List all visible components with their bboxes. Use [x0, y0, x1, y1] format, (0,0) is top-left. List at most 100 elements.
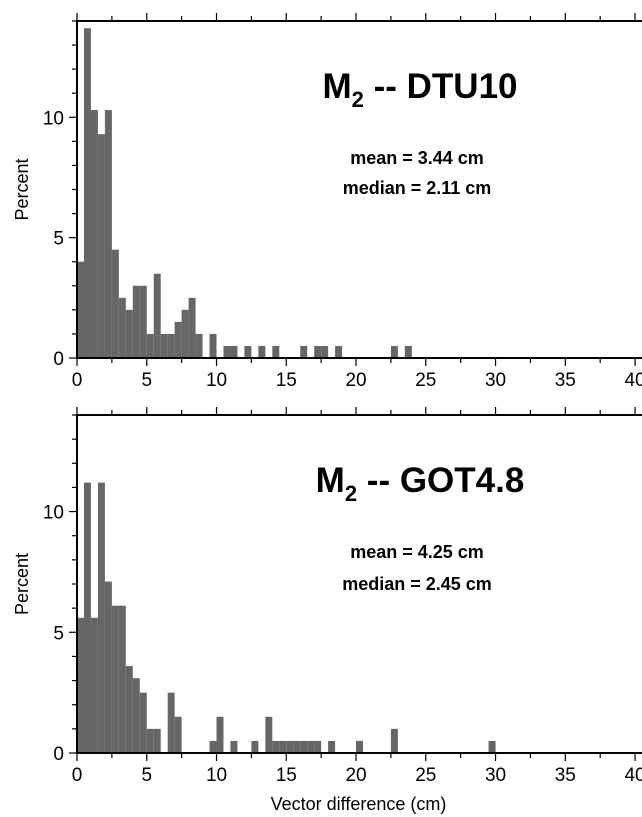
mean-label: mean = 4.25 cm [350, 542, 484, 562]
axis-tick-labels: 0 5 10 15 20 25 30 35 40 0 5 10 [43, 108, 642, 391]
histogram-bar [300, 740, 308, 753]
x-tick-label: 0 [72, 370, 83, 391]
histogram-bar [139, 285, 147, 358]
axis-ticks [69, 13, 636, 366]
y-tick-label: 10 [43, 503, 64, 524]
histogram-bar [488, 740, 496, 753]
histogram-panel-got48: 0 5 10 15 20 25 30 35 40 0 5 10 Percent M2 -- GOT4.… [12, 407, 642, 814]
y-tick-label: 0 [53, 349, 64, 370]
histogram-bar [132, 285, 140, 358]
x-tick-label: 30 [485, 370, 506, 391]
y-axis-title: Percent [12, 553, 32, 615]
histogram-bar [356, 740, 363, 753]
x-tick-label: 35 [555, 765, 576, 786]
histogram-bar [230, 345, 238, 358]
x-tick-label: 25 [415, 765, 436, 786]
histogram-bar [335, 345, 343, 358]
histogram-bar [104, 581, 112, 753]
y-tick-label: 10 [43, 108, 64, 129]
title-subscript: 2 [352, 87, 364, 112]
x-tick-label: 40 [624, 765, 642, 786]
x-tick-label: 25 [415, 370, 436, 391]
x-tick-label: 20 [345, 370, 366, 391]
histogram-bars [77, 482, 496, 753]
histogram-bars [77, 28, 412, 358]
histogram-bar [314, 345, 322, 358]
x-tick-label: 30 [485, 765, 506, 786]
y-axis-title: Percent [12, 158, 32, 220]
histogram-bar [286, 740, 294, 753]
histogram-bar [146, 728, 154, 753]
histogram-bar [139, 692, 147, 753]
plot-frame [76, 20, 642, 359]
x-tick-label: 0 [72, 765, 83, 786]
x-tick-label: 15 [276, 765, 297, 786]
histogram-bar [404, 345, 412, 358]
histogram-bar [272, 740, 280, 753]
histogram-bar [160, 333, 168, 358]
histogram-bar [390, 728, 398, 753]
histogram-bar [272, 345, 280, 358]
histogram-bar [111, 605, 119, 753]
y-tick-label: 5 [53, 229, 64, 250]
panel-title: M2 -- GOT4.8 [316, 461, 525, 506]
histogram-bar [125, 309, 133, 358]
panel-title: M2 -- DTU10 [322, 67, 517, 112]
histogram-bar [216, 716, 224, 753]
histogram-bar [153, 728, 161, 753]
title-rest: -- GOT4.8 [357, 461, 524, 500]
histogram-bar [132, 678, 140, 753]
histogram-bar [146, 333, 154, 358]
histogram-bar [209, 740, 217, 753]
histogram-bar [181, 309, 189, 358]
title-rest: -- DTU10 [364, 67, 518, 106]
histogram-bar [265, 716, 273, 753]
median-label: median = 2.11 cm [343, 178, 492, 198]
x-axis-title: Vector difference (cm) [271, 794, 447, 814]
y-tick-label: 5 [53, 623, 64, 644]
histogram-bar [230, 740, 238, 753]
histogram-bar [111, 249, 119, 358]
x-tick-label: 5 [141, 765, 152, 786]
title-subscript: 2 [345, 481, 357, 506]
histogram-bar [321, 345, 329, 358]
histogram-bar [77, 261, 84, 358]
y-tick-label: 0 [53, 744, 64, 765]
histogram-bar [118, 605, 126, 753]
histogram-bar [307, 740, 315, 753]
histogram-bar [174, 716, 182, 753]
histogram-bar [279, 740, 287, 753]
x-tick-label: 10 [206, 765, 227, 786]
histogram-bar [125, 666, 133, 753]
x-tick-label: 10 [206, 370, 227, 391]
axis-ticks [69, 407, 636, 761]
histogram-bar [314, 740, 322, 753]
histogram-bar [244, 345, 252, 358]
histogram-panel-dtu10: 0 5 10 15 20 25 30 35 40 0 5 10 Percent M2 -- DTU10… [12, 13, 642, 391]
histogram-bar [300, 345, 308, 358]
histogram-bar [188, 297, 196, 358]
histogram-bar [90, 617, 98, 753]
histogram-bar [83, 482, 91, 753]
x-tick-label: 5 [141, 370, 152, 391]
histogram-bar [97, 134, 105, 358]
title-main: M [322, 67, 351, 106]
histogram-bar [209, 333, 217, 358]
median-label: median = 2.45 cm [342, 574, 492, 594]
histogram-bar [174, 321, 182, 358]
mean-label: mean = 3.44 cm [350, 148, 484, 168]
histogram-bar [97, 482, 105, 753]
histogram-bar [328, 740, 336, 753]
x-tick-label: 15 [276, 370, 297, 391]
histogram-bar [167, 692, 175, 753]
histogram-bar [104, 110, 112, 358]
histogram-bar [223, 345, 231, 358]
histogram-bar [90, 110, 98, 358]
histogram-bar [251, 740, 259, 753]
x-tick-label: 40 [624, 370, 642, 391]
histogram-bar [83, 28, 91, 358]
title-main: M [316, 461, 345, 500]
x-tick-label: 35 [555, 370, 576, 391]
histogram-bar [258, 345, 266, 358]
x-tick-label: 20 [345, 765, 366, 786]
